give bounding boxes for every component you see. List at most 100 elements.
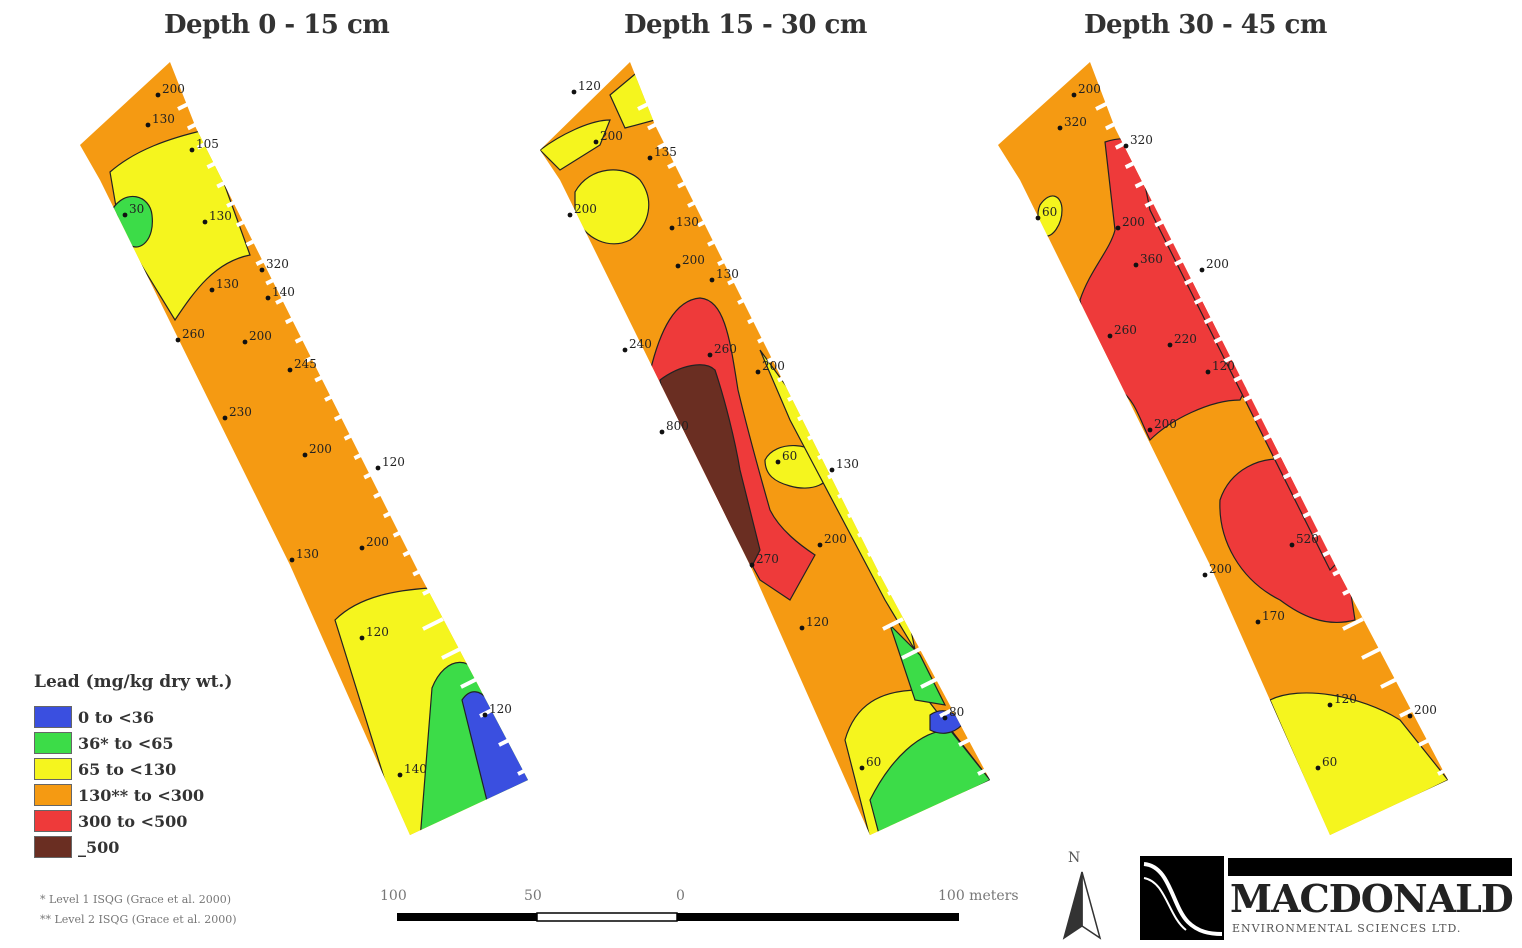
transect-tick [818,448,838,458]
sample-label: 200 [1206,257,1229,271]
sample-label: 60 [1322,755,1337,769]
sample-point [670,226,675,231]
sample-label: 140 [404,762,427,776]
sample-point [568,213,573,218]
scale-label: 0 [676,888,685,904]
sample-label: 140 [272,285,295,299]
sample-point [1134,263,1139,268]
sample-label: 200 [249,329,272,343]
north-arrow-icon [1060,868,1104,942]
sample-label: 60 [866,755,881,769]
sample-label: 130 [676,215,699,229]
legend-label: 65 to <130 [78,760,176,779]
legend-label: _500 [78,838,119,857]
sample-point [483,713,488,718]
sample-point [660,430,665,435]
sample-point [1116,226,1121,231]
sample-point [146,123,151,128]
sample-label: 200 [309,442,332,456]
logo-name: MACDONALD [1230,876,1513,921]
sample-point [830,468,835,473]
sample-label: 120 [489,702,512,716]
sample-label: 60 [782,449,797,463]
sample-label: 120 [578,79,601,93]
sample-label: 360 [1140,252,1163,266]
transect-tick [878,565,898,575]
legend-swatch [34,758,72,780]
transect-tick [788,390,808,400]
sample-point [190,148,195,153]
legend-label: 36* to <65 [78,734,174,753]
legend-label: 130** to <300 [78,786,204,805]
transect-tick [858,526,878,536]
sample-point [710,278,715,283]
sample-point [648,156,653,161]
legend-item: 130** to <300 [34,782,232,808]
legend-item: 0 to <36 [34,704,232,730]
transect-tick [838,487,858,497]
logo-curve-icon [1140,856,1224,940]
logo-subtitle: ENVIRONMENTAL SCIENCES LTD. [1232,922,1461,935]
sample-label: 200 [1078,82,1101,96]
sample-point [1108,334,1113,339]
sample-label: 130 [209,209,232,223]
sample-label: 130 [296,547,319,561]
sample-point [708,353,713,358]
legend-title: Lead (mg/kg dry wt.) [34,672,232,692]
sample-label: 520 [1296,532,1319,546]
sample-point [266,296,271,301]
logo-mark [1140,856,1224,940]
sample-label: 120 [1212,359,1235,373]
sample-label: 245 [294,357,317,371]
sample-label: 200 [600,129,623,143]
transect-tick [848,506,868,516]
sample-label: 800 [666,419,689,433]
sample-label: 200 [762,359,785,373]
sample-point [303,453,308,458]
legend-swatch [34,836,72,858]
legend-swatch [34,810,72,832]
sample-label: 200 [574,202,597,216]
legend-item: 300 to <500 [34,808,232,834]
sample-point [376,466,381,471]
scale-segment [677,913,959,921]
sample-label: 220 [1174,332,1197,346]
legend-swatch [34,732,72,754]
legend-swatch [34,784,72,806]
sample-point [1328,703,1333,708]
sample-point [1290,543,1295,548]
sample-point [223,416,228,421]
sample-point [398,773,403,778]
sample-label: 130 [836,457,859,471]
sample-point [800,626,805,631]
sample-label: 200 [366,535,389,549]
sample-point [1058,126,1063,131]
sample-point [1203,573,1208,578]
sample-point [1036,216,1041,221]
sample-point [776,460,781,465]
sample-label: 130 [152,112,175,126]
scale-label: 50 [524,888,542,904]
transect-tick [798,409,818,419]
sample-label: 320 [1130,133,1153,147]
legend-label: 0 to <36 [78,708,154,727]
scale-segment [537,913,677,921]
sample-point [756,370,761,375]
sample-label: 60 [1042,205,1057,219]
sample-point [623,348,628,353]
legend-item: 65 to <130 [34,756,232,782]
sample-point [572,90,577,95]
footnote-level1: * Level 1 ISQG (Grace et al. 2000) [40,893,231,906]
sample-label: 130 [216,277,239,291]
sample-point [210,288,215,293]
sample-label: 200 [682,253,705,267]
scale-segment [397,913,537,921]
sample-label: 80 [949,705,964,719]
sample-point [1200,268,1205,273]
sample-point [1206,370,1211,375]
sample-point [176,338,181,343]
sample-point [156,93,161,98]
sample-label: 130 [716,267,739,281]
sample-point [243,340,248,345]
sample-point [594,140,599,145]
